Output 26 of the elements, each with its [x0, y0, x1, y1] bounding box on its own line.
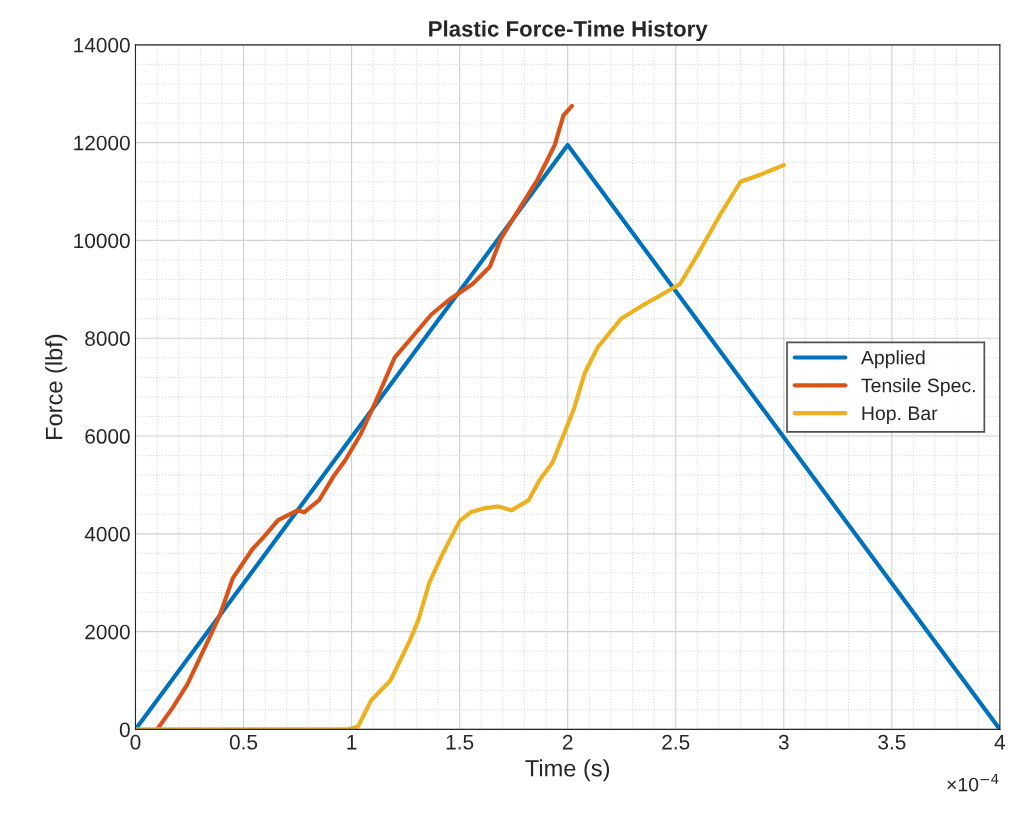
y-tick-label: 2000 [85, 624, 130, 640]
chart-title: Plastic Force-Time History [429, 20, 708, 42]
line-series [135, 163, 786, 730]
legend-label: Applied [860, 350, 925, 369]
legend-label: Tensile Spec. [861, 378, 975, 397]
x-tick-label: 1.5 [446, 735, 474, 750]
text: ×10$^{−4}$ [947, 773, 999, 792]
y-tick-label: 14000 [74, 37, 130, 53]
x-tick-label: 4 [994, 735, 1006, 750]
y-tick-label: 0 [119, 722, 130, 738]
x-tick-label: 0.5 [229, 734, 258, 750]
y-tick-label: 10000 [74, 233, 130, 249]
x-tick-label: 2 [562, 734, 573, 750]
x-tick-label: 3 [778, 734, 789, 750]
y-axis-title: Force (lbf) [45, 334, 68, 439]
legend-label: Hop. Bar [862, 406, 938, 425]
y-tick-label: 4000 [84, 526, 130, 542]
line-series [154, 103, 575, 730]
x-tick-label: 1 [347, 735, 357, 750]
y-tick-label: 8000 [85, 331, 130, 346]
y-tick-label: 12000 [74, 135, 130, 151]
x-axis-title: Time (s) [525, 759, 610, 782]
x-tick-label: 2.5 [662, 734, 690, 750]
y-tick-label: 6000 [85, 429, 130, 444]
x-tick-label: 0 [130, 734, 141, 750]
x-tick-label: 3.5 [878, 734, 906, 750]
